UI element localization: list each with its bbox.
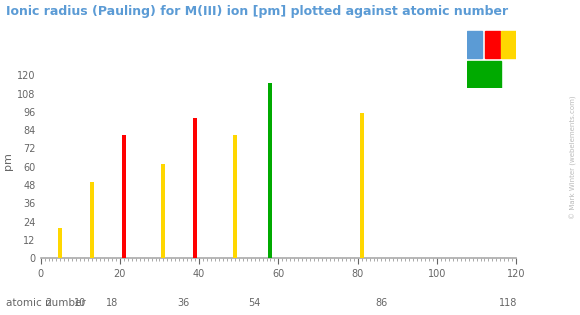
Bar — [90, 182, 94, 258]
Text: 118: 118 — [499, 298, 517, 308]
Text: 54: 54 — [248, 298, 261, 308]
Bar — [59, 228, 63, 258]
Bar — [360, 113, 364, 258]
Bar — [501, 32, 516, 58]
Bar — [269, 83, 273, 258]
Text: 2: 2 — [45, 298, 52, 308]
Bar — [193, 118, 197, 258]
Text: atomic number: atomic number — [6, 298, 86, 308]
Text: 10: 10 — [74, 298, 86, 308]
Text: Ionic radius (Pauling) for M(III) ion [pm] plotted against atomic number: Ionic radius (Pauling) for M(III) ion [p… — [6, 5, 508, 18]
Text: 18: 18 — [106, 298, 118, 308]
Bar — [161, 164, 165, 258]
Y-axis label: pm: pm — [3, 152, 13, 169]
Bar — [122, 135, 126, 258]
Bar — [233, 135, 237, 258]
Text: 86: 86 — [375, 298, 387, 308]
Bar — [485, 32, 500, 58]
Text: 36: 36 — [177, 298, 190, 308]
Text: © Mark Winter (webelements.com): © Mark Winter (webelements.com) — [570, 96, 577, 219]
Bar — [467, 61, 501, 88]
Bar — [467, 32, 482, 58]
